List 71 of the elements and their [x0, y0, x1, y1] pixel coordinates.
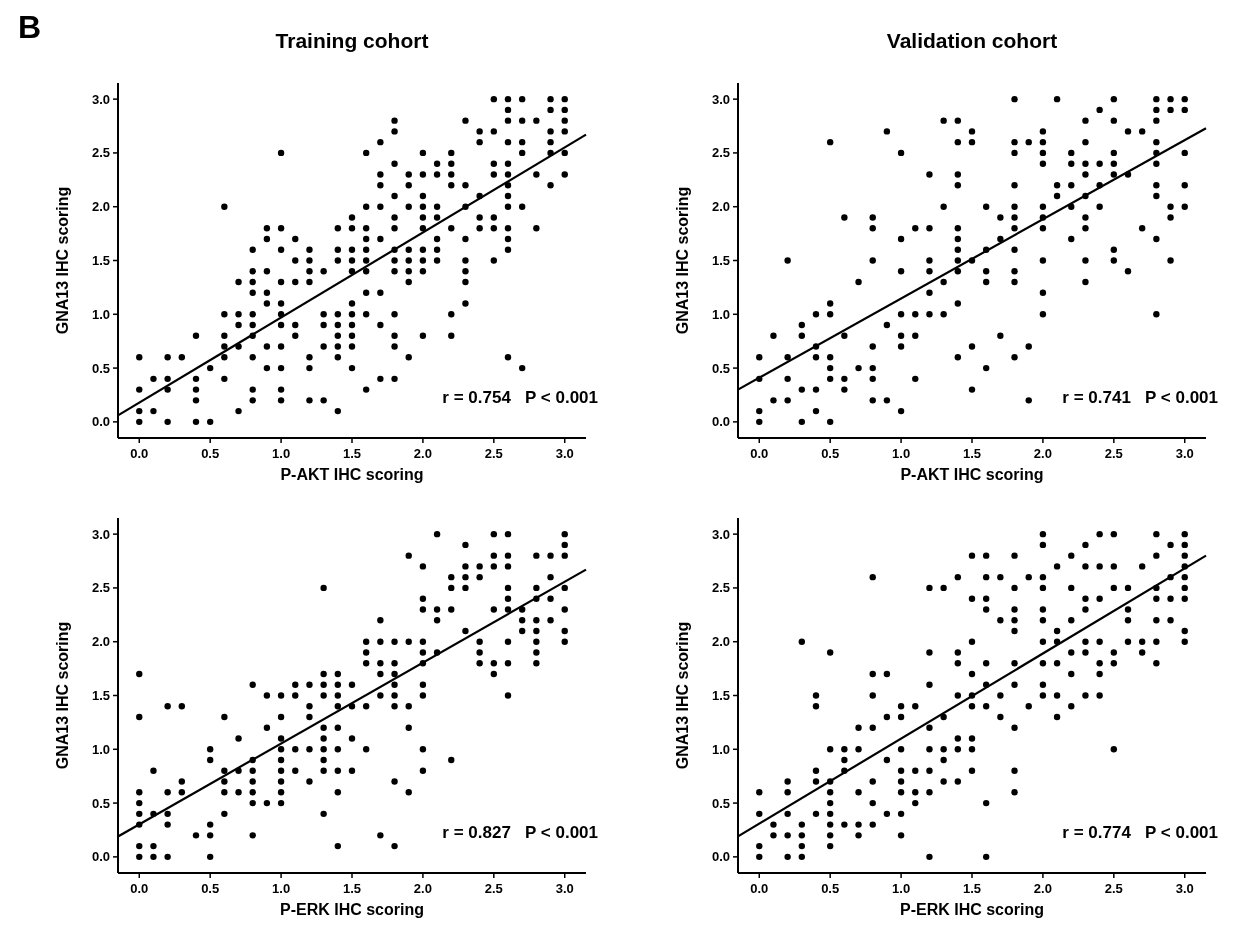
x-tick-label: 2.5 [484, 881, 503, 896]
x-axis-title: P-ERK IHC scoring [279, 901, 425, 918]
x-tick-label: 3.0 [1175, 446, 1194, 461]
y-tick-label: 1.0 [711, 306, 730, 322]
y-tick-label: 2.5 [91, 580, 110, 596]
y-tick-label: 2.0 [711, 634, 730, 650]
y-tick-label: 3.0 [711, 91, 730, 107]
x-tick-label: 0.5 [821, 446, 840, 461]
x-tick-label: 2.0 [1033, 881, 1052, 896]
x-tick-label: 2.5 [484, 446, 503, 461]
annotation: r = 0.827 P < 0.001 [442, 823, 598, 842]
y-tick-label: 1.5 [91, 253, 110, 269]
y-tick-label: 2.5 [711, 580, 730, 596]
y-tick-label: 1.0 [711, 741, 730, 757]
y-tick-label: 0.5 [711, 360, 730, 376]
y-tick-label: 0.0 [91, 849, 110, 865]
x-tick-label: 2.0 [413, 446, 432, 461]
y-axis-title: GNA13 IHC scoring [54, 621, 71, 770]
x-tick-label: 1.5 [342, 881, 362, 896]
y-tick-label: 1.5 [711, 688, 730, 704]
x-tick-label: 0.5 [821, 881, 840, 896]
x-axis-title: P-AKT IHC scoring [900, 466, 1044, 483]
annotation: r = 0.754 P < 0.001 [442, 388, 598, 407]
y-tick-label: 0.0 [711, 414, 730, 430]
y-axis-title: GNA13 IHC scoring [674, 186, 691, 335]
x-tick-label: 1.5 [962, 446, 982, 461]
y-tick-label: 1.5 [91, 688, 110, 704]
x-tick-label: 1.5 [342, 446, 362, 461]
x-axis-title: P-ERK IHC scoring [899, 901, 1045, 918]
annotation: r = 0.774 P < 0.001 [1062, 823, 1218, 842]
y-tick-label: 0.0 [711, 849, 730, 865]
x-tick-label: 0.5 [201, 881, 220, 896]
x-tick-label: 2.0 [1033, 446, 1052, 461]
x-tick-label: 3.0 [555, 446, 574, 461]
y-tick-label: 2.5 [91, 145, 110, 161]
y-tick-label: 3.0 [91, 91, 110, 107]
x-tick-label: 3.0 [1175, 881, 1194, 896]
x-tick-label: 0.0 [750, 446, 769, 461]
y-axis-title: GNA13 IHC scoring [54, 186, 71, 335]
y-tick-label: 2.5 [711, 145, 730, 161]
x-tick-label: 1.5 [962, 881, 982, 896]
y-tick-label: 1.0 [91, 306, 110, 322]
y-tick-label: 2.0 [91, 199, 110, 215]
y-tick-label: 3.0 [711, 526, 730, 542]
annotation: r = 0.741 P < 0.001 [1062, 388, 1218, 407]
x-tick-label: 1.0 [892, 446, 911, 461]
y-tick-label: 1.5 [711, 253, 730, 269]
y-tick-label: 1.0 [91, 741, 110, 757]
x-tick-label: 1.0 [892, 881, 911, 896]
x-tick-label: 1.0 [272, 881, 291, 896]
chart-title: Training cohort [275, 29, 429, 52]
x-axis-title: P-AKT IHC scoring [280, 466, 424, 483]
chart-title: Validation cohort [886, 29, 1058, 52]
x-tick-label: 0.0 [130, 881, 149, 896]
x-tick-label: 0.5 [201, 446, 220, 461]
x-tick-label: 2.5 [1104, 881, 1123, 896]
y-tick-label: 0.5 [91, 795, 110, 811]
y-tick-label: 0.0 [91, 414, 110, 430]
x-tick-label: 0.0 [750, 881, 769, 896]
y-tick-label: 0.5 [711, 795, 730, 811]
y-tick-label: 3.0 [91, 526, 110, 542]
y-tick-label: 0.5 [91, 360, 110, 376]
x-tick-label: 1.0 [272, 446, 291, 461]
y-tick-label: 2.0 [91, 634, 110, 650]
y-axis-title: GNA13 IHC scoring [674, 621, 691, 770]
x-tick-label: 2.0 [413, 881, 432, 896]
text: B [18, 9, 42, 45]
x-tick-label: 3.0 [555, 881, 574, 896]
x-tick-label: 0.0 [130, 446, 149, 461]
y-tick-label: 2.0 [711, 199, 730, 215]
x-tick-label: 2.5 [1104, 446, 1123, 461]
